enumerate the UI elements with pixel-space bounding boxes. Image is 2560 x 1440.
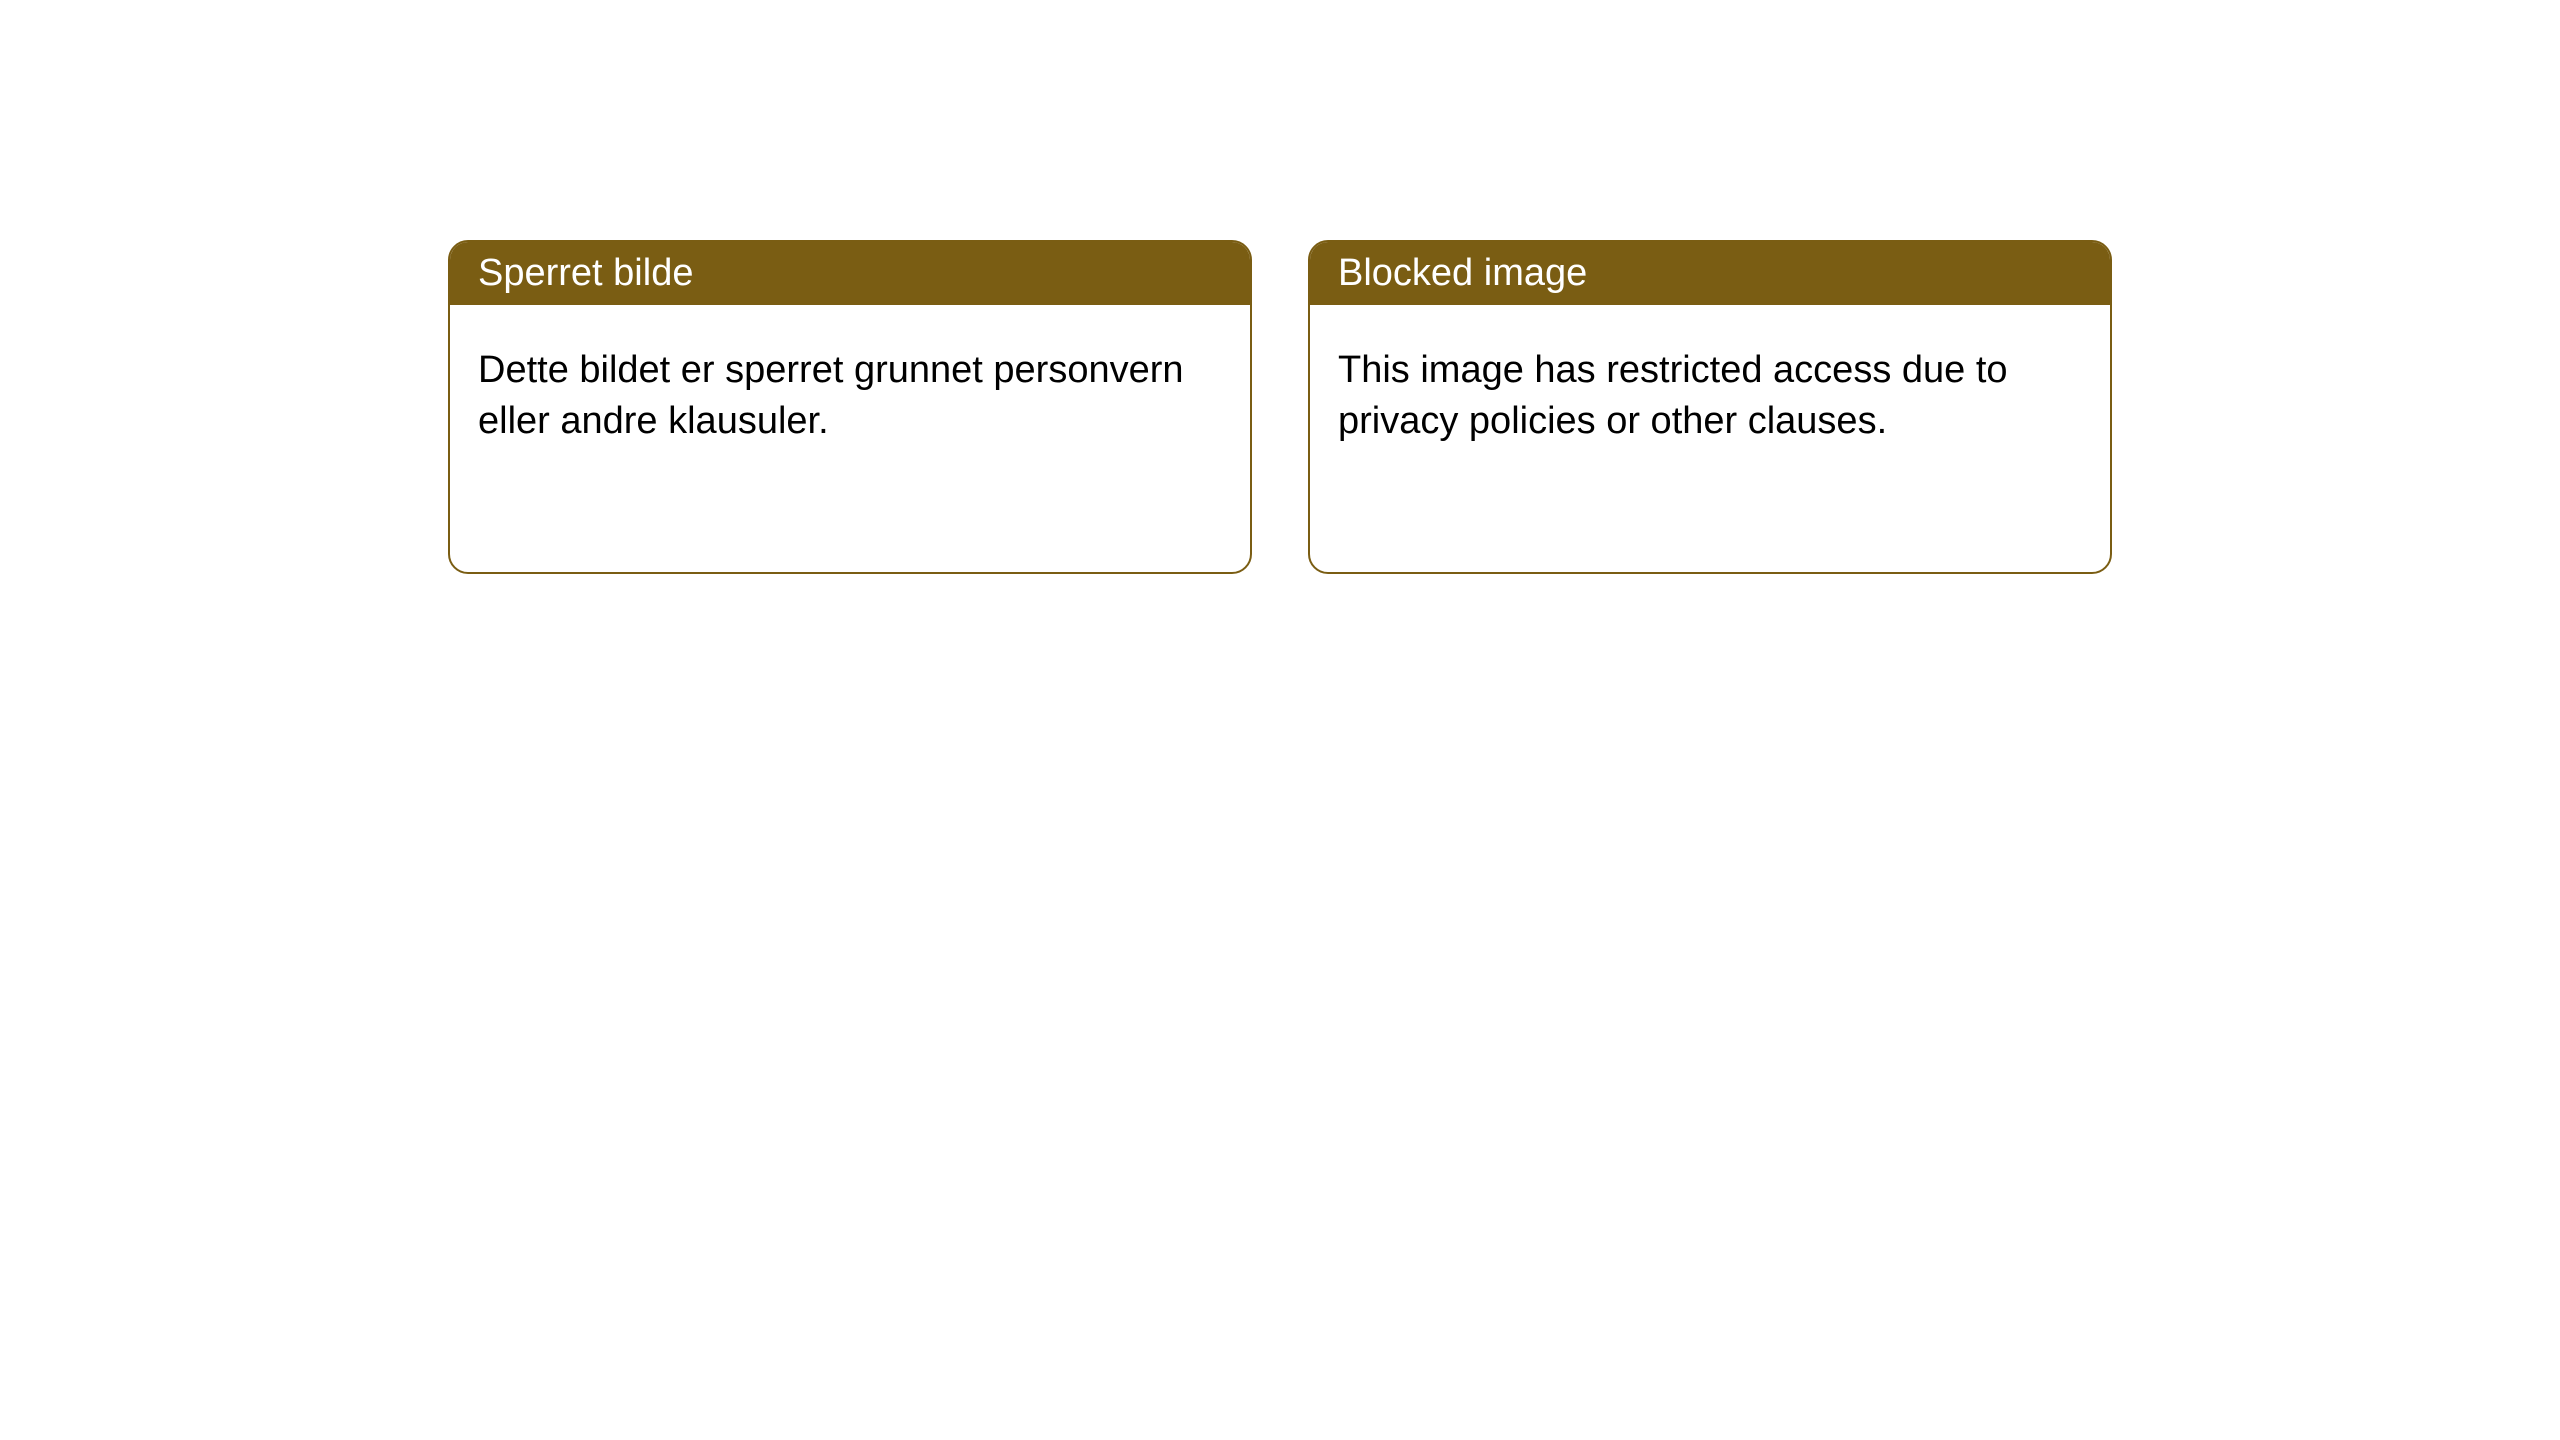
card-title: Sperret bilde bbox=[478, 252, 693, 294]
card-header: Blocked image bbox=[1310, 242, 2110, 305]
card-body-text: This image has restricted access due to … bbox=[1338, 349, 2008, 442]
card-header: Sperret bilde bbox=[450, 242, 1250, 305]
card-title: Blocked image bbox=[1338, 252, 1587, 294]
card-body: Dette bildet er sperret grunnet personve… bbox=[450, 305, 1250, 488]
notice-container: Sperret bilde Dette bildet er sperret gr… bbox=[448, 240, 2112, 574]
card-body-text: Dette bildet er sperret grunnet personve… bbox=[478, 349, 1184, 442]
notice-card-english: Blocked image This image has restricted … bbox=[1308, 240, 2112, 574]
card-body: This image has restricted access due to … bbox=[1310, 305, 2110, 488]
notice-card-norwegian: Sperret bilde Dette bildet er sperret gr… bbox=[448, 240, 1252, 574]
